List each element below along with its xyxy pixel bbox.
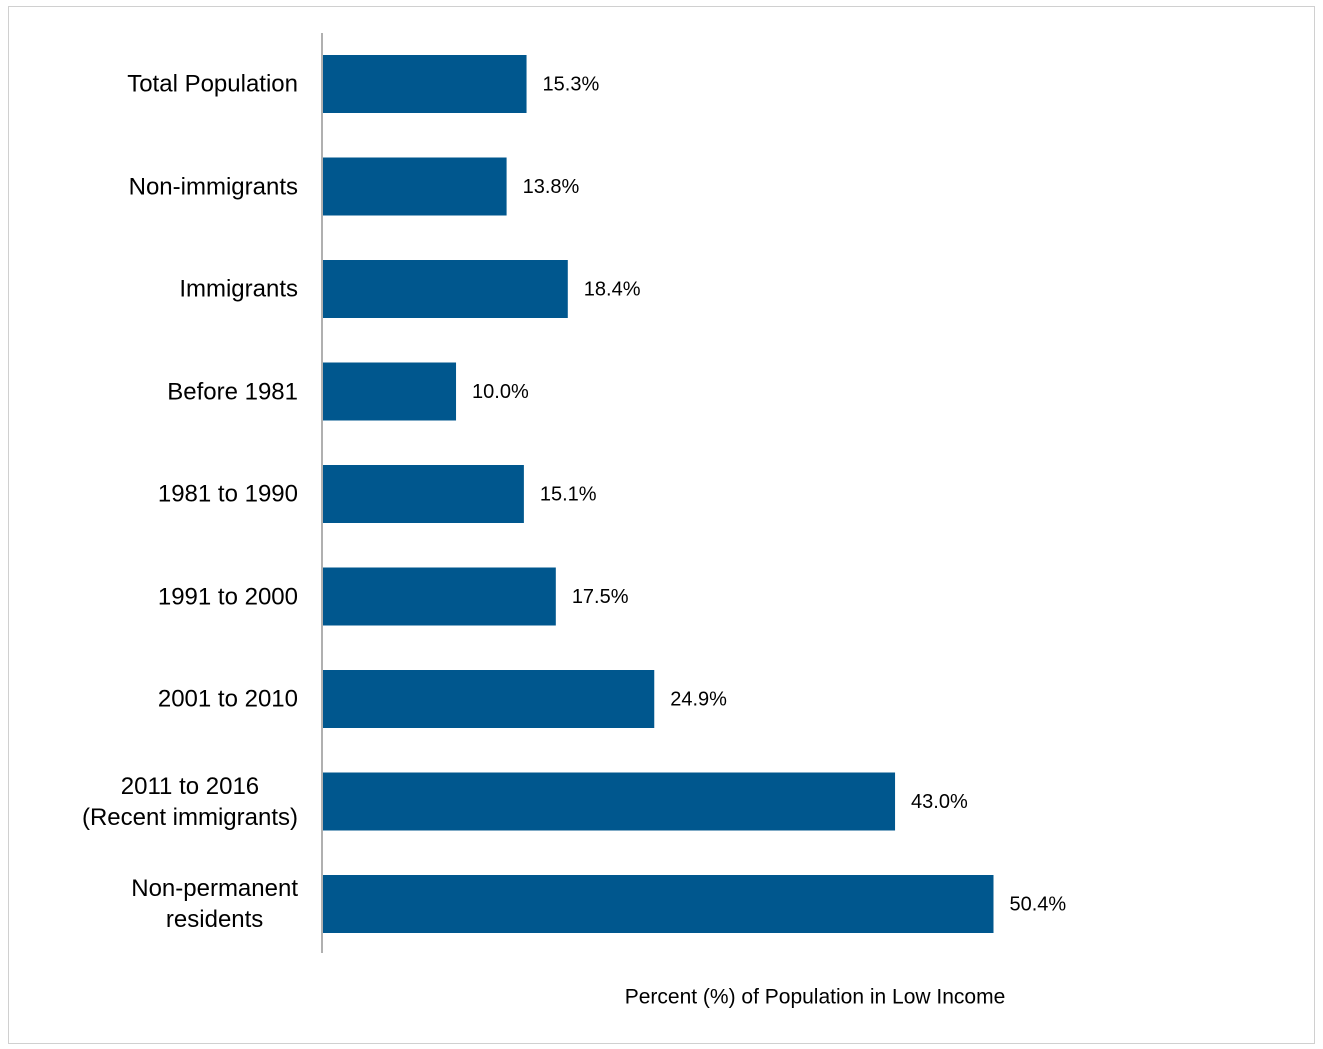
y-tick-label: Non-immigrants xyxy=(128,173,298,200)
chart-frame xyxy=(8,6,1315,1044)
x-axis-title: Percent (%) of Population in Low Income xyxy=(625,986,1006,1009)
bar xyxy=(323,670,655,728)
value-label: 18.4% xyxy=(584,278,641,300)
bar xyxy=(323,260,568,318)
bar xyxy=(323,157,507,216)
y-tick-label: Before 1981 xyxy=(167,378,298,405)
y-tick-label: 1991 to 2000 xyxy=(157,583,298,610)
value-label: 50.4% xyxy=(1010,893,1067,915)
y-tick-label: 1981 to 1990 xyxy=(157,480,298,508)
bar xyxy=(323,772,896,831)
bar xyxy=(323,465,524,523)
y-tick-label: Total Population xyxy=(127,70,298,98)
value-label: 15.3% xyxy=(543,73,600,95)
bar xyxy=(323,362,457,421)
y-tick-label: 2011 to 2016 (Recent immigrants) xyxy=(81,772,298,831)
value-label: 24.9% xyxy=(670,688,727,710)
bar xyxy=(323,55,527,113)
value-label: 17.5% xyxy=(572,586,629,608)
y-tick-label: 2001 to 2010 xyxy=(157,685,298,713)
y-tick-label: Immigrants xyxy=(179,275,298,303)
value-label: 13.8% xyxy=(523,176,580,198)
value-label: 15.1% xyxy=(540,483,597,505)
value-label: 43.0% xyxy=(911,791,968,813)
bar xyxy=(323,567,556,626)
value-label: 10.0% xyxy=(472,381,529,403)
bar xyxy=(323,875,994,933)
y-tick-label: Non-permanent residents xyxy=(131,875,298,933)
